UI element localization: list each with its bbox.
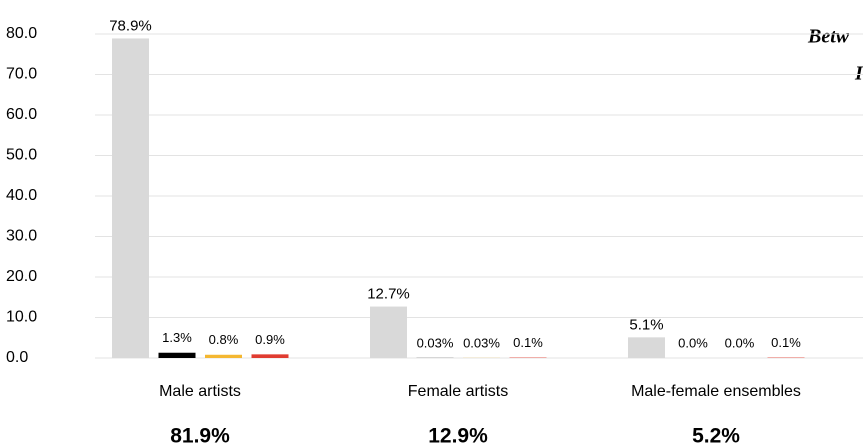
y-tick-label: 20.0 <box>6 268 37 285</box>
y-tick-label: 50.0 <box>6 147 37 164</box>
y-tick-label: 10.0 <box>6 309 37 326</box>
y-tick-label: 0.0 <box>6 349 28 366</box>
bar <box>112 38 149 359</box>
value-label: 0.1% <box>771 335 801 350</box>
category-total: 5.2% <box>692 425 740 444</box>
category-total: 12.9% <box>428 425 488 444</box>
bar <box>370 306 407 358</box>
bar <box>628 337 665 358</box>
bar <box>251 354 289 358</box>
x-tick-label: Female artists <box>408 383 508 400</box>
y-tick-label: 70.0 <box>6 66 37 83</box>
value-label: 0.03% <box>463 335 500 350</box>
value-label: 0.0% <box>725 335 755 350</box>
value-label: 0.9% <box>255 332 285 347</box>
value-label: 0.8% <box>209 332 239 347</box>
title-fragment: Betw <box>807 26 850 48</box>
y-tick-label: 80.0 <box>6 25 37 42</box>
bar <box>205 354 242 358</box>
value-label: 0.03% <box>417 335 454 350</box>
title-fragment: I <box>854 63 863 85</box>
category-total: 81.9% <box>170 425 230 444</box>
bar <box>158 352 196 358</box>
value-label: 0.0% <box>678 335 708 350</box>
value-label: 5.1% <box>629 316 663 333</box>
value-label: 1.3% <box>162 330 192 345</box>
value-label: 0.1% <box>513 335 543 350</box>
value-label: 12.7% <box>367 286 410 303</box>
x-tick-label: Male artists <box>159 383 241 400</box>
value-label: 78.9% <box>109 17 152 34</box>
y-tick-label: 60.0 <box>6 106 37 123</box>
x-tick-label: Male-female ensembles <box>631 383 801 400</box>
y-tick-label: 30.0 <box>6 228 37 245</box>
y-tick-label: 40.0 <box>6 187 37 204</box>
